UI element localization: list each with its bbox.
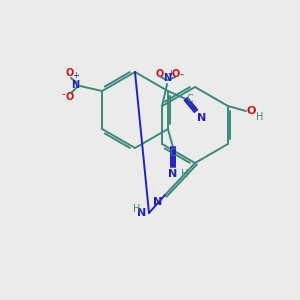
Text: C: C (169, 148, 176, 158)
Text: +: + (168, 69, 175, 78)
Text: O: O (66, 68, 74, 78)
Text: O: O (172, 69, 180, 79)
Text: N: N (137, 208, 146, 218)
Text: H: H (133, 204, 141, 214)
Text: H: H (181, 169, 189, 179)
Text: H: H (256, 112, 263, 122)
Text: N: N (168, 169, 178, 179)
Text: +: + (73, 71, 80, 80)
Text: -: - (61, 89, 65, 99)
Text: N: N (197, 113, 206, 123)
Text: C: C (187, 94, 194, 104)
Text: N: N (153, 197, 162, 207)
Text: O: O (66, 92, 74, 102)
Text: N: N (71, 80, 79, 90)
Text: N: N (163, 73, 171, 83)
Text: O: O (156, 69, 164, 79)
Text: -: - (179, 69, 183, 79)
Text: O: O (247, 106, 256, 116)
